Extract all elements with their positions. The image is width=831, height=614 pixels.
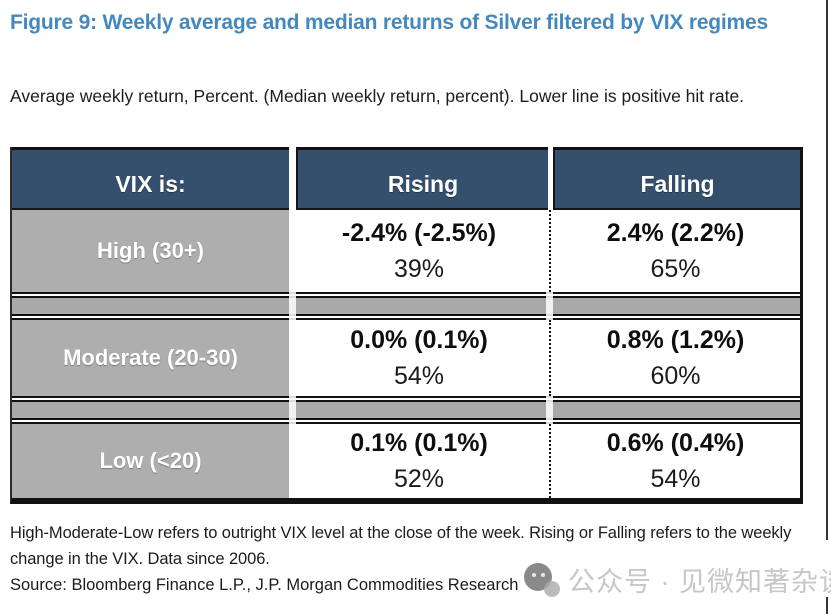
figure-subtitle: Average weekly return, Percent. (Median … [10, 86, 745, 106]
hit-rate: 52% [393, 465, 445, 493]
cell-low-rising: 0.1% (0.1%) 52% [289, 424, 549, 498]
wechat-icon [524, 562, 560, 597]
row-separator [12, 396, 800, 424]
figure-footnote: High-Moderate-Low refers to outright VIX… [10, 524, 792, 568]
separator-gutter-break [546, 292, 553, 320]
cell-moderate-rising: 0.0% (0.1%) 54% [289, 320, 549, 396]
header-gutter [548, 147, 555, 210]
table-row-high: High (30+) -2.4% (-2.5%) 39% 2.4% (2.2%)… [12, 210, 800, 292]
row-label-high: High (30+) [97, 238, 204, 263]
table-header-rising: Rising [296, 147, 548, 210]
avg-median-return: 0.0% (0.1%) [350, 326, 488, 354]
row-label-moderate: Moderate (20-30) [63, 345, 238, 370]
cell-low-falling: 0.6% (0.4%) 54% [549, 424, 800, 498]
avg-median-return: 0.1% (0.1%) [350, 429, 488, 457]
row-label-low: Low (<20) [99, 448, 202, 473]
vix-returns-table: VIX is: Rising Falling High (30+) -2.4% … [10, 147, 803, 504]
hit-rate: 60% [650, 362, 701, 390]
header-gutter [289, 147, 296, 210]
hit-rate: 65% [650, 255, 701, 283]
hit-rate: 54% [393, 362, 445, 390]
avg-median-return: 0.6% (0.4%) [606, 429, 745, 457]
wechat-eye-icon [532, 572, 536, 577]
hit-rate: 39% [393, 255, 445, 283]
watermark-text: 公众号 · 见微知著杂谈 [568, 567, 831, 597]
source-line: Source: Bloomberg Finance L.P., J.P. Mor… [10, 576, 519, 594]
table-header-corner: VIX is: [12, 147, 289, 210]
table-row-low: Low (<20) 0.1% (0.1%) 52% 0.6% (0.4%) 54… [12, 424, 800, 498]
avg-median-return: 2.4% (2.2%) [606, 219, 745, 247]
page-edge-line [826, 597, 828, 614]
row-cells: -2.4% (-2.5%) 39% 2.4% (2.2%) 65% [289, 210, 800, 292]
separator-gutter-break [289, 396, 296, 424]
wechat-bubble-small [544, 580, 560, 597]
row-cells: 0.0% (0.1%) 54% 0.8% (1.2%) 60% [289, 320, 800, 396]
watermark: 公众号 · 见微知著杂谈 [524, 560, 831, 599]
cell-high-falling: 2.4% (2.2%) 65% [549, 210, 800, 292]
cell-high-rising: -2.4% (-2.5%) 39% [289, 210, 549, 292]
row-separator [12, 292, 800, 320]
table-header-falling: Falling [553, 147, 800, 210]
page-edge-line [826, 0, 828, 540]
cell-moderate-falling: 0.8% (1.2%) 60% [549, 320, 800, 396]
figure-title: Figure 9: Weekly average and median retu… [10, 11, 768, 34]
table-row-moderate: Moderate (20-30) 0.0% (0.1%) 54% 0.8% (1… [12, 320, 800, 396]
separator-gutter-break [289, 292, 296, 320]
separator-gutter-break [546, 396, 553, 424]
row-cells: 0.1% (0.1%) 52% 0.6% (0.4%) 54% [289, 424, 800, 498]
avg-median-return: 0.8% (1.2%) [606, 326, 745, 354]
avg-median-return: -2.4% (-2.5%) [341, 219, 497, 247]
hit-rate: 54% [650, 465, 701, 493]
wechat-eye-icon [541, 572, 545, 577]
